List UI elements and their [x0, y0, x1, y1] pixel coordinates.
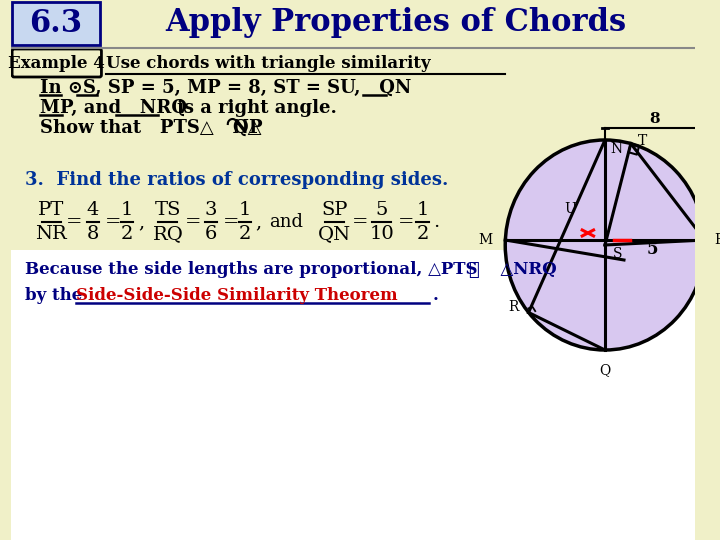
Text: 6: 6 [204, 225, 217, 243]
Text: =: = [184, 213, 201, 231]
Text: Apply Properties of Chords: Apply Properties of Chords [166, 8, 626, 38]
Text: 8: 8 [86, 225, 99, 243]
Text: Q: Q [599, 363, 611, 377]
Text: TS: TS [155, 201, 181, 219]
Text: 2: 2 [416, 225, 428, 243]
Text: ,: , [138, 213, 145, 231]
Text: by the: by the [25, 287, 89, 303]
Text: MP, and   NRQ: MP, and NRQ [40, 99, 186, 117]
Text: Because the side lengths are proportional, △PTS    △NRQ: Because the side lengths are proportiona… [25, 261, 557, 279]
Text: 3: 3 [204, 201, 217, 219]
Text: P: P [714, 233, 720, 247]
Text: U: U [564, 202, 577, 216]
Text: 5: 5 [376, 201, 388, 219]
Text: 6.3: 6.3 [30, 8, 82, 38]
Text: In ⊙S, SP = 5, MP = 8, ST = SU,   QN: In ⊙S, SP = 5, MP = 8, ST = SU, QN [40, 79, 411, 97]
Text: ≅: ≅ [469, 261, 480, 279]
Text: T: T [637, 133, 647, 147]
FancyBboxPatch shape [12, 250, 696, 540]
Circle shape [505, 140, 705, 350]
Text: =: = [222, 213, 239, 231]
Text: PT: PT [38, 201, 64, 219]
Text: M: M [479, 233, 493, 247]
Text: Show that   PTS△   NP: Show that PTS△ NP [40, 119, 262, 137]
Text: N: N [611, 142, 623, 156]
Text: =: = [66, 213, 82, 231]
FancyBboxPatch shape [12, 2, 101, 45]
Text: .: . [433, 213, 439, 231]
Text: =: = [398, 213, 415, 231]
Text: 1: 1 [239, 201, 251, 219]
Text: 10: 10 [369, 225, 394, 243]
Text: S: S [613, 247, 622, 261]
Text: ,: , [255, 213, 261, 231]
Text: 2: 2 [121, 225, 133, 243]
Text: 2: 2 [239, 225, 251, 243]
Text: Example 4: Example 4 [9, 55, 105, 71]
Text: 5: 5 [647, 241, 658, 259]
FancyBboxPatch shape [12, 49, 102, 77]
Text: 3.  Find the ratios of corresponding sides.: 3. Find the ratios of corresponding side… [25, 171, 449, 189]
Text: 4: 4 [86, 201, 99, 219]
Text: =: = [351, 213, 368, 231]
Text: SP: SP [321, 201, 348, 219]
Text: R: R [509, 300, 519, 314]
Text: 1: 1 [121, 201, 133, 219]
Text: NR: NR [35, 225, 67, 243]
Text: Q△: Q△ [233, 119, 262, 137]
Text: Use chords with triangle similarity: Use chords with triangle similarity [106, 55, 431, 71]
Text: QN: QN [318, 225, 351, 243]
Text: 8: 8 [649, 112, 660, 126]
Text: RQ: RQ [153, 225, 184, 243]
Text: and: and [269, 213, 304, 231]
Text: .: . [433, 287, 439, 303]
Text: 1: 1 [416, 201, 428, 219]
Text: =: = [104, 213, 121, 231]
Text: is a right angle.: is a right angle. [177, 99, 337, 117]
Text: Side-Side-Side Similarity Theorem: Side-Side-Side Similarity Theorem [76, 287, 397, 303]
